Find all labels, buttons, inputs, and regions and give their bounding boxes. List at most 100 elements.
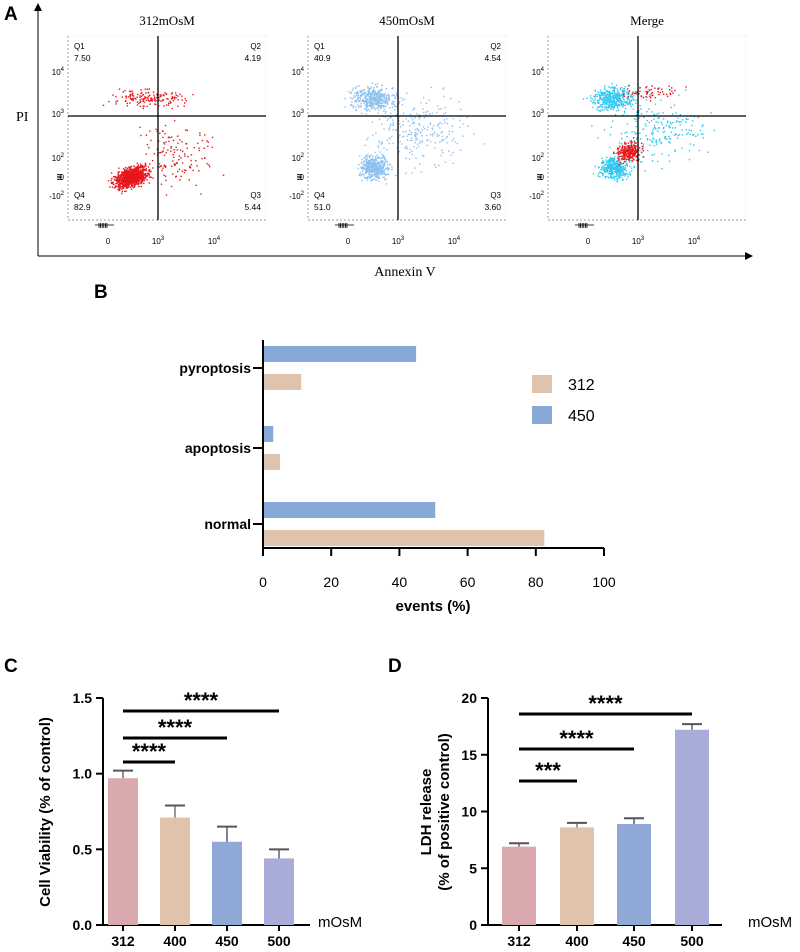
dot-merge-cyan-scatter — [636, 114, 638, 116]
dot-450-pi — [368, 108, 370, 111]
dot-312-pi — [115, 101, 117, 103]
dot-450-live — [372, 174, 374, 176]
dot-450-scatter — [442, 152, 444, 154]
dot-312-live — [118, 187, 120, 189]
dot-merge-cyan-scatter — [697, 116, 700, 119]
dot-merge-red-live — [633, 152, 636, 154]
dot-312-live — [121, 174, 123, 176]
dot-merge-cyan-pi — [631, 96, 634, 98]
dot-312-pi — [146, 105, 148, 107]
dot-merge-red-live — [629, 147, 632, 149]
dot-450-pi — [368, 95, 370, 97]
dot-merge-cyan-pi — [623, 99, 625, 101]
dot-450-live — [378, 168, 380, 170]
dot-450-scatter — [409, 148, 411, 151]
dot-merge-red-pi — [636, 91, 638, 93]
dot-450-live — [383, 163, 386, 165]
dot-450-scatter — [450, 154, 453, 156]
dot-merge-cyan-scatter — [689, 143, 692, 145]
dot-merge-cyan-pi — [602, 103, 604, 105]
dot-450-pi — [387, 101, 389, 104]
dot-312-live — [130, 182, 132, 185]
dot-merge-cyan-scatter — [702, 133, 704, 135]
dot-merge-cyan-pi — [601, 106, 603, 109]
dot-merge-cyan-live — [597, 175, 599, 177]
dot-450-live — [379, 166, 381, 169]
dot-450-live — [381, 161, 383, 163]
dot-312-live — [132, 170, 134, 172]
dot-450-scatter — [392, 121, 394, 124]
dot-312-scatter — [160, 151, 162, 154]
dot-merge-cyan-scatter — [680, 121, 682, 123]
dot-312-pi — [141, 91, 143, 94]
dot-450-pi — [378, 96, 381, 98]
dot-merge-cyan-scatter — [633, 166, 636, 169]
dot-312-scatter — [183, 171, 185, 174]
dot-450-scatter — [405, 157, 407, 160]
dot-merge-red-live — [628, 158, 630, 160]
flow-y-tick-label: -102 — [49, 191, 65, 201]
dot-450-scatter — [414, 129, 416, 131]
dot-450-live — [375, 179, 377, 181]
dot-450-scatter — [413, 146, 415, 148]
dot-312-live — [144, 173, 146, 175]
ldh-x-tick-label: 500 — [680, 933, 704, 949]
dot-450-scatter — [413, 107, 416, 109]
dot-450-pi — [356, 91, 358, 94]
dot-merge-red-pi — [649, 95, 651, 98]
dot-312-pi — [154, 103, 156, 105]
dot-312-pi — [139, 101, 141, 104]
dot-312-live — [117, 174, 120, 176]
dot-312-pi — [163, 105, 165, 107]
dot-450-scatter — [427, 110, 429, 113]
dot-312-scatter — [190, 159, 192, 162]
dot-450-live — [371, 169, 374, 172]
dot-merge-red-live — [631, 149, 634, 151]
dot-450-pi — [379, 90, 381, 92]
dot-312-pi — [132, 94, 134, 97]
dot-450-scatter — [460, 149, 462, 151]
dot-312-pi — [173, 98, 176, 100]
dot-merge-cyan-live — [620, 176, 622, 179]
dot-merge-red-live — [622, 150, 625, 152]
dot-merge-cyan-pi — [604, 108, 606, 111]
dot-312-live — [139, 178, 141, 180]
dot-450-live — [374, 169, 377, 172]
dot-312-pi — [156, 96, 158, 99]
dot-merge-red-live — [618, 153, 620, 155]
dot-merge-cyan-live — [614, 161, 616, 164]
dot-merge-cyan-pi — [591, 106, 594, 109]
dot-450-scatter — [439, 127, 441, 129]
dot-450-pi — [348, 91, 350, 93]
dot-merge-cyan-scatter — [655, 121, 657, 123]
dot-merge-cyan-scatter — [669, 160, 671, 162]
dot-312-live — [142, 169, 144, 172]
dot-merge-cyan-live — [614, 156, 616, 158]
dot-312-pi — [177, 95, 179, 97]
dot-merge-cyan-live — [601, 167, 603, 169]
dot-450-scatter — [387, 169, 389, 171]
flow-x-tick-label: 0 — [586, 237, 591, 246]
dot-450-scatter — [407, 120, 409, 122]
dot-merge-cyan-pi — [613, 99, 615, 102]
dot-merge-red-live — [623, 154, 625, 157]
dot-merge-red-live — [628, 153, 630, 155]
dot-450-scatter — [398, 151, 400, 153]
dot-450-pi — [371, 105, 373, 108]
dot-merge-cyan-pi — [627, 97, 629, 99]
dot-merge-cyan-scatter — [633, 140, 636, 142]
dot-312-pi — [141, 98, 143, 100]
dot-312-scatter — [158, 163, 161, 165]
dot-merge-cyan-pi — [622, 93, 624, 96]
dot-312-scatter — [179, 179, 181, 181]
dot-450-pi — [377, 96, 380, 98]
dot-merge-cyan-live — [608, 172, 610, 174]
dot-312-scatter — [177, 135, 179, 137]
dot-merge-cyan-pi — [613, 105, 616, 108]
dot-312-scatter — [199, 132, 201, 134]
dot-merge-red-pi — [632, 92, 634, 94]
dot-312-pi — [136, 96, 138, 98]
dot-312-scatter — [164, 124, 167, 127]
dot-312-live — [127, 178, 130, 181]
dot-450-pi — [376, 83, 379, 85]
